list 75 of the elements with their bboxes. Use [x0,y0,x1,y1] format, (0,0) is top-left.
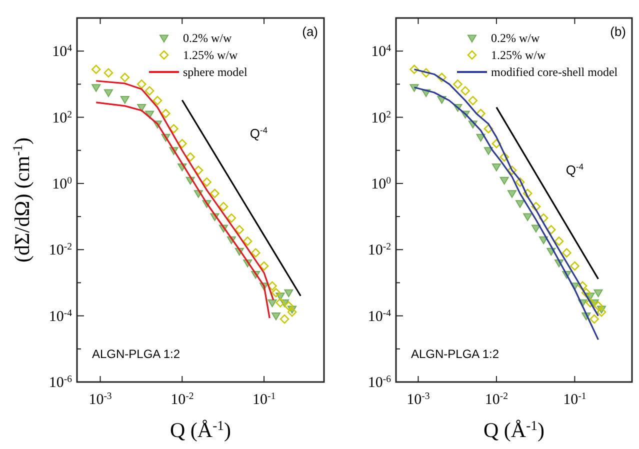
point [484,124,494,134]
point [507,166,517,175]
point [210,188,220,198]
point [492,138,502,148]
x-axis-title: Q (Å$^{-1}$) [484,418,544,442]
y-tick-label: 10$^{-2}$ [48,241,72,259]
point [578,281,588,291]
x-tick-label: 10$^{-3}$ [88,390,112,408]
annotation: ALGN-PLGA 1:2 [92,347,180,361]
annotation: ALGN-PLGA 1:2 [411,347,500,361]
y-tick-label: 10$^{2}$ [52,108,72,126]
point [562,248,572,258]
y-tick-label: 10$^{4}$ [371,42,392,60]
y-tick-label: 10$^{2}$ [371,108,392,126]
x-tick-label: 10$^{-1}$ [252,390,276,408]
point [268,299,277,308]
x-tick-label: 10$^{-3}$ [406,390,430,408]
point [144,86,154,96]
point [500,176,509,185]
legend-label: 1.25% w/w [491,48,546,62]
legend-label: 1.25% w/w [183,48,238,62]
point [161,108,170,118]
point [242,236,252,246]
legend-label: 0.2% w/w [491,31,540,45]
legend-label: 0.2% w/w [183,31,232,45]
point [538,213,548,223]
point [515,177,525,187]
y-tick-label: 10$^{-2}$ [368,241,392,259]
point [523,213,532,222]
point [468,96,478,106]
annotation: Q$^{-4}$ [566,162,584,178]
point [234,225,244,234]
legend-label: sphere model [183,65,248,79]
point [484,147,493,155]
point [546,225,556,234]
y-tick-label: 10$^{-4}$ [48,307,72,325]
point [268,281,277,291]
point [194,166,204,175]
x-tick-label: 10$^{-1}$ [563,390,586,408]
point [186,152,196,162]
point [169,124,178,134]
point [476,108,486,118]
point [531,202,541,212]
y-tick-label: 10$^{-6}$ [48,374,72,391]
x-tick-label: 10$^{-2}$ [170,390,194,408]
point [136,80,146,89]
point [202,177,212,187]
point [554,236,564,246]
point [492,163,501,172]
annotation: (a) [302,24,318,39]
y-tick-label: 10$^{-6}$ [368,374,392,391]
point [250,248,260,258]
point [453,80,462,89]
point [177,138,187,148]
annotation: (b) [610,24,626,39]
point [226,213,236,223]
point [259,261,269,271]
point [516,200,525,208]
y-tick-label: 10$^{0}$ [371,174,392,192]
point [152,96,162,106]
point [531,224,540,233]
x-tick-label: 10$^{-2}$ [484,390,508,408]
point [570,261,580,271]
point [522,188,532,198]
point [460,86,470,96]
point [508,190,516,198]
point [218,202,228,212]
legend-label: modified core-shell model [491,65,618,79]
y-tick-label: 10$^{-4}$ [368,307,392,325]
annotation: Q$^{-4}$ [250,125,268,142]
y-tick-label: 10$^{0}$ [52,174,72,192]
point [500,152,509,162]
point [137,104,146,112]
x-axis-title: Q (Å$^{-1}$) [170,418,231,442]
y-tick-label: 10$^{4}$ [52,42,72,60]
